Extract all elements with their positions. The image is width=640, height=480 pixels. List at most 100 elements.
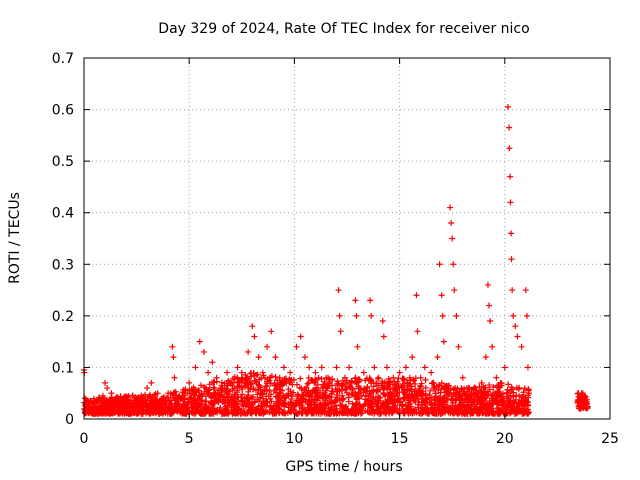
band-marker [209, 407, 216, 414]
band-marker [170, 394, 177, 401]
data-point [509, 287, 516, 294]
band-marker [439, 409, 446, 416]
band-marker [418, 399, 425, 406]
band-marker [179, 403, 186, 410]
x-tick-label: 25 [601, 431, 619, 447]
band-marker [190, 392, 197, 399]
data-point [375, 374, 382, 381]
data-point [379, 318, 386, 325]
data-point [417, 374, 424, 381]
band-marker [485, 391, 492, 398]
band-marker [219, 398, 226, 405]
band-marker [190, 384, 197, 391]
band-marker [390, 404, 397, 411]
band-marker [389, 390, 396, 397]
band-marker [309, 409, 316, 416]
data-point [459, 374, 466, 381]
band-marker [328, 400, 335, 407]
band-marker [330, 410, 337, 417]
data-point [341, 374, 348, 381]
plot-frame [83, 57, 611, 420]
band-marker [298, 410, 305, 417]
band-marker [129, 405, 136, 412]
band-marker [299, 392, 306, 399]
band-marker [285, 386, 292, 393]
band-marker [398, 384, 405, 391]
band-marker [437, 394, 444, 401]
data-point [524, 364, 531, 371]
band-marker [495, 405, 502, 412]
band-marker [109, 407, 116, 414]
band-marker [203, 404, 210, 411]
band-marker [216, 392, 223, 399]
band-marker [146, 410, 153, 417]
band-marker [185, 398, 192, 405]
band-marker [370, 388, 377, 395]
band-marker [504, 386, 511, 393]
band-marker [368, 403, 375, 410]
band-marker [471, 397, 478, 404]
band-marker [352, 375, 359, 382]
band-marker [289, 381, 296, 388]
band-marker [456, 391, 463, 398]
data-point [154, 390, 161, 397]
data-point [325, 374, 332, 381]
band-marker [448, 406, 455, 413]
band-marker [155, 410, 162, 417]
y-tick-label: 0.7 [52, 51, 74, 67]
band-marker [116, 402, 123, 409]
band-marker [242, 377, 249, 384]
data-point [510, 312, 517, 319]
data-point [522, 287, 529, 294]
band-marker [401, 410, 408, 417]
band-marker [290, 389, 297, 396]
band-marker [313, 403, 320, 410]
band-marker [200, 410, 207, 417]
band-marker [376, 386, 383, 393]
band-marker [175, 406, 182, 413]
band-marker [454, 385, 461, 392]
band-marker [210, 390, 217, 397]
grid-lines [84, 58, 610, 419]
band-marker [504, 400, 511, 407]
band-marker [435, 407, 442, 414]
band-marker [329, 376, 336, 383]
band-marker [394, 399, 401, 406]
band-marker [180, 396, 187, 403]
band-marker [470, 407, 477, 413]
band-marker [499, 408, 506, 415]
data-point [353, 312, 360, 319]
band-marker [295, 401, 302, 408]
band-marker [198, 382, 205, 389]
band-marker [404, 382, 411, 389]
band-marker [292, 409, 299, 416]
band-marker [267, 380, 274, 387]
data-point [245, 348, 252, 355]
data-point [82, 395, 89, 402]
data-point [276, 374, 283, 381]
band-marker [253, 372, 260, 379]
band-marker [320, 381, 327, 388]
data-point [575, 390, 582, 397]
band-marker [339, 408, 346, 415]
band-marker [520, 389, 527, 396]
band-marker [226, 391, 233, 398]
band-marker [441, 393, 448, 400]
band-marker [283, 401, 290, 408]
band-marker [509, 386, 516, 393]
band-marker [223, 410, 230, 417]
data-point [268, 328, 275, 335]
data-point [497, 379, 504, 386]
x-tick-label: 0 [80, 431, 89, 447]
band-marker [119, 410, 126, 417]
band-marker [197, 408, 204, 415]
band-marker [214, 396, 221, 403]
data-point [478, 379, 485, 386]
band-marker [461, 410, 468, 417]
data-point [297, 333, 304, 340]
data-point [133, 395, 140, 402]
data-point [335, 287, 342, 294]
band-marker [305, 374, 312, 381]
band-marker [102, 406, 109, 413]
band-marker [169, 403, 176, 410]
